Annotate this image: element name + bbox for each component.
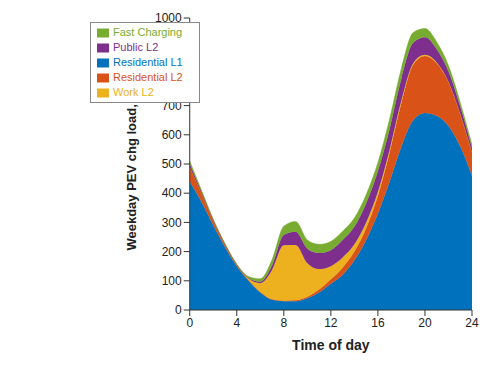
svg-text:900: 900 (162, 40, 182, 54)
svg-text:700: 700 (162, 99, 182, 113)
svg-text:20: 20 (418, 316, 432, 330)
svg-text:500: 500 (162, 157, 182, 171)
svg-text:200: 200 (162, 245, 182, 259)
svg-text:100: 100 (162, 274, 182, 288)
svg-text:24: 24 (465, 316, 479, 330)
svg-text:12: 12 (324, 316, 338, 330)
svg-text:0: 0 (186, 316, 193, 330)
svg-text:400: 400 (162, 186, 182, 200)
svg-text:Weekday PEV chg load, MW: Weekday PEV chg load, MW (124, 77, 139, 251)
svg-text:8: 8 (280, 316, 287, 330)
svg-text:Time of day: Time of day (292, 337, 370, 353)
svg-text:16: 16 (371, 316, 385, 330)
svg-text:800: 800 (162, 70, 182, 84)
svg-text:1000: 1000 (155, 11, 182, 25)
svg-text:600: 600 (162, 128, 182, 142)
svg-text:4: 4 (233, 316, 240, 330)
svg-text:0: 0 (175, 303, 182, 317)
svg-text:300: 300 (162, 216, 182, 230)
